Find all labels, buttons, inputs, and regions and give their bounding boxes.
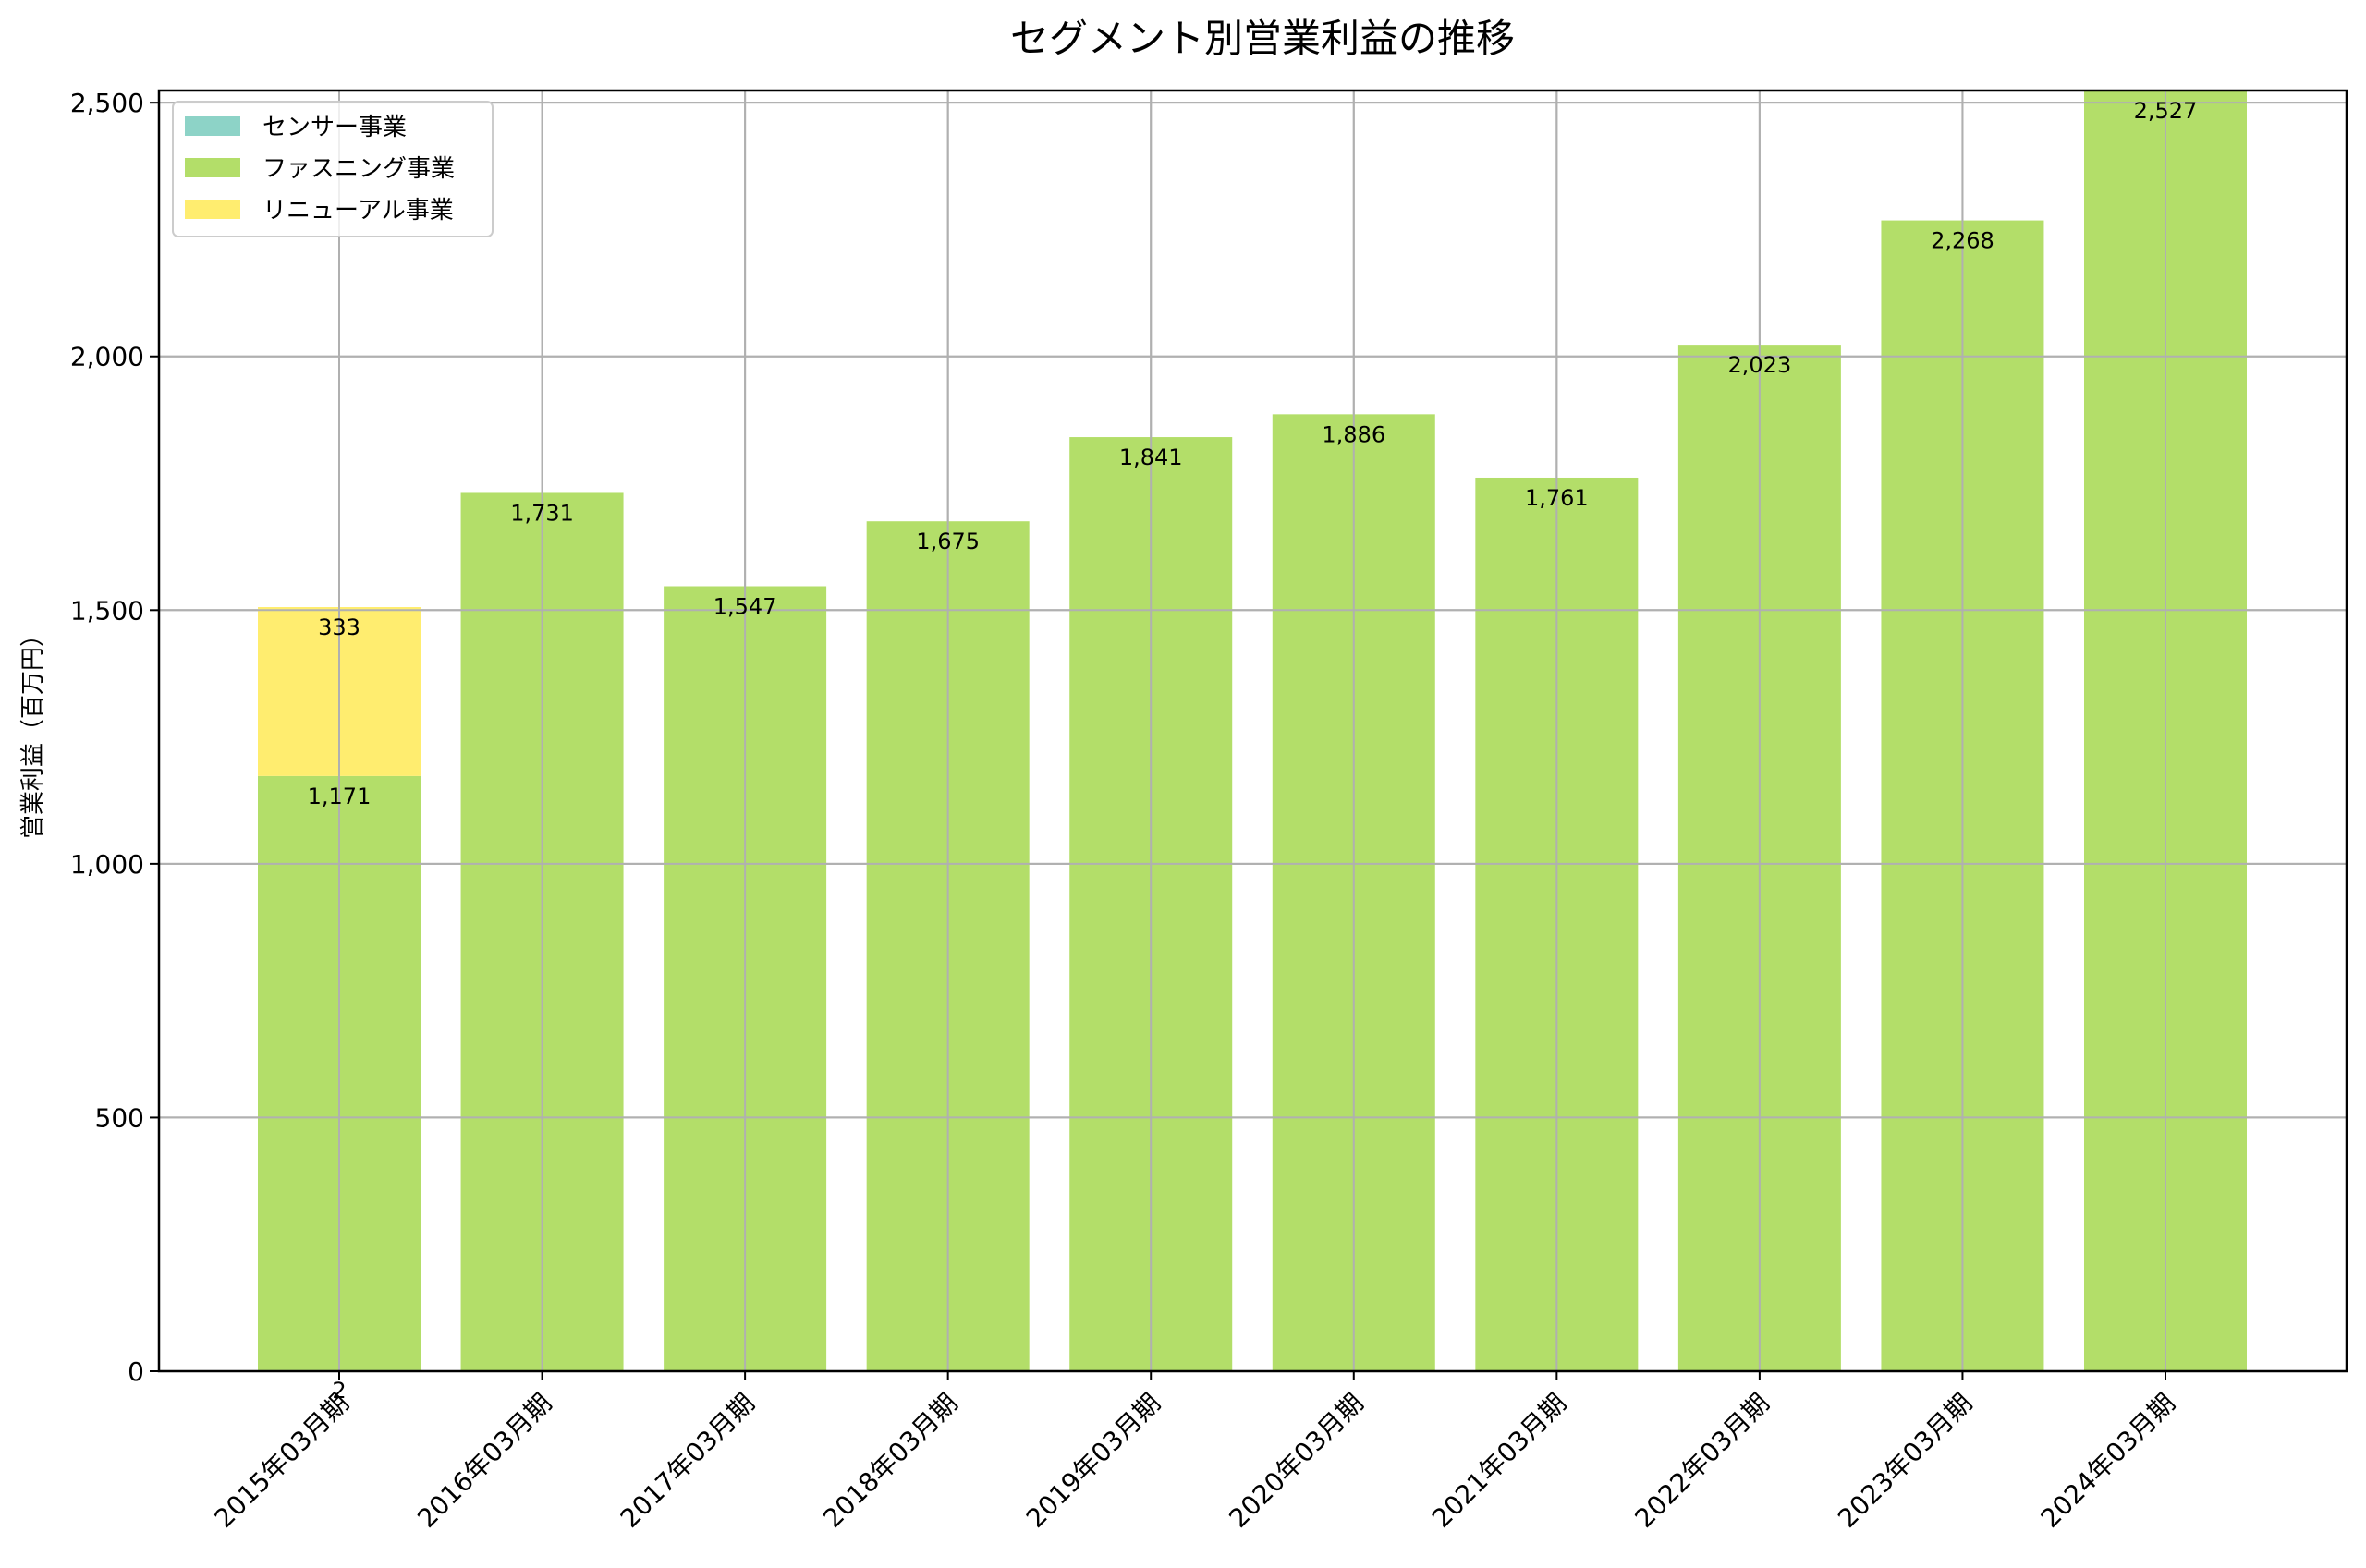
x-tick-label: 2015年03月期 [209,1388,355,1534]
y-tick-label: 500 [95,1102,144,1133]
x-tick-label: 2023年03月期 [1832,1388,1978,1534]
x-tick-label: 2017年03月期 [615,1388,761,1534]
bar-value-label: 1,761 [1525,485,1589,511]
y-tick-label: 2,500 [70,88,144,118]
x-tick-label: 2016年03月期 [411,1388,557,1534]
x-tick-label: 2019年03月期 [1020,1388,1166,1534]
bar-value-labels: 2 1,171 333 1,731 1,547 1,675 1,841 1,886 1,761 2… [308,98,2198,1404]
legend-swatch [185,158,240,177]
y-axis-label: 営業利益（百万円） [19,623,47,839]
legend-swatch [185,116,240,136]
bar-value-label: 2,268 [1931,228,1994,254]
bar-value-label: 1,886 [1322,421,1385,447]
bar-value-label: 1,675 [916,529,980,554]
x-tick-label: 2018年03月期 [817,1388,963,1534]
y-tick-label: 1,000 [70,849,144,880]
legend-label: リニューアル事業 [262,197,454,225]
bar-value-label: 1,841 [1119,444,1183,470]
bar-value-label: 2,527 [2134,98,2198,124]
bar-value-label: 1,171 [308,784,372,809]
y-tick-label: 0 [128,1356,144,1387]
y-tick-label: 2,000 [70,342,144,372]
legend-box [172,101,494,237]
bar-value-label: 1,731 [510,500,574,526]
x-tick-label: 2020年03月期 [1223,1388,1369,1534]
legend-label: センサー事業 [262,114,407,141]
plot-area-frame [157,89,2348,1373]
bar-value-label: 2 [332,1378,346,1404]
x-tick-label: 2022年03月期 [1629,1388,1775,1534]
y-axis-ticks: 0 500 1,000 1,500 2,000 2,500 [70,88,159,1387]
bars [258,91,2247,1371]
x-tick-label: 2021年03月期 [1426,1388,1572,1534]
y-tick-label: 1,500 [70,595,144,626]
x-axis-ticks: 2015年03月期 2016年03月期 2017年03月期 2018年03月期 2019… [209,1371,2181,1534]
bar-value-label: 333 [318,614,360,640]
legend-swatch [185,200,240,219]
bar-value-label: 2,023 [1728,352,1792,378]
chart-title: セグメント別営業利益の推移 [1010,16,1515,61]
x-tick-label: 2024年03月期 [2035,1388,2181,1534]
legend-label: ファスニング事業 [262,155,455,183]
bar-value-label: 1,547 [713,593,777,619]
